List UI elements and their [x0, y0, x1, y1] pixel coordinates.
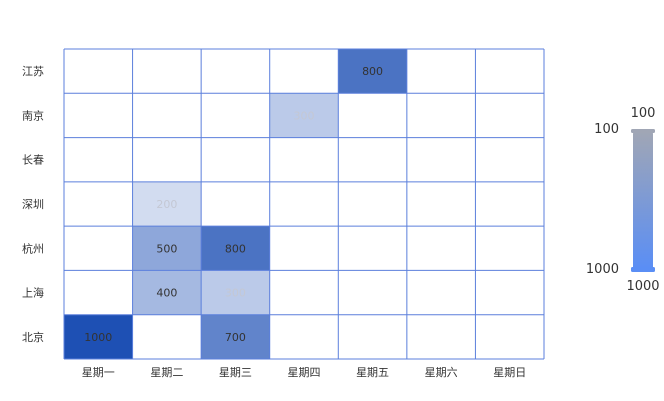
visual-map-bar[interactable] — [633, 132, 653, 269]
heatmap-cell-label: 800 — [362, 65, 383, 78]
heatmap-cell-label: 300 — [294, 109, 315, 122]
heatmap-cell-星期三-上海[interactable] — [201, 270, 270, 315]
y-axis-label: 江苏 — [22, 65, 44, 78]
visual-map-min-label: 100 — [594, 122, 619, 137]
heatmap-cell-星期二-上海[interactable] — [132, 270, 202, 315]
heatmap-cell-label: 1000 — [84, 331, 112, 344]
heatmap-cell-星期五-江苏[interactable] — [338, 49, 407, 94]
x-axis-label: 星期三 — [219, 366, 252, 379]
x-axis-label: 星期一 — [82, 366, 115, 379]
heatmap-cell-label: 400 — [156, 287, 177, 300]
heatmap-cell-星期三-北京[interactable] — [201, 314, 270, 359]
y-axis-label: 杭州 — [22, 241, 44, 255]
x-axis-label: 星期六 — [425, 366, 458, 379]
heatmap-cell-label: 200 — [156, 198, 177, 211]
x-axis-label: 星期日 — [493, 366, 526, 379]
heatmap-cell-label: 800 — [225, 242, 246, 255]
visual-map[interactable]: 100 1000 100 1000 — [586, 106, 660, 294]
heatmap-cell-星期三-杭州[interactable] — [201, 226, 270, 271]
heatmap-cells: 1000 700 400 300 500 800 200 300 800 — [64, 49, 407, 359]
y-axis-label: 长春 — [22, 154, 44, 167]
heatmap-grid — [63, 48, 545, 360]
y-axis-label: 深圳 — [22, 198, 44, 211]
heatmap-cell-星期二-深圳[interactable] — [132, 181, 202, 227]
x-axis-label: 星期四 — [288, 366, 321, 379]
visual-map-top-handle-label: 100 — [631, 106, 656, 121]
visual-map-bottom-handle[interactable] — [631, 267, 655, 272]
visual-map-bottom-handle-label: 1000 — [626, 279, 659, 294]
heatmap-cell-星期二-杭州[interactable] — [132, 226, 202, 271]
heatmap-cell-星期一-北京[interactable] — [64, 314, 133, 359]
x-axis-label: 星期二 — [150, 366, 183, 379]
heatmap-cell-label: 700 — [225, 331, 246, 344]
x-axis-labels: 星期一 星期二 星期三 星期四 星期五 星期六 星期日 — [82, 366, 526, 379]
y-axis-labels: 北京 上海 杭州 深圳 长春 南京 江苏 — [22, 65, 44, 344]
x-axis-label: 星期五 — [356, 366, 389, 379]
heatmap-cell-星期四-南京[interactable] — [269, 93, 339, 138]
visual-map-max-label: 1000 — [586, 262, 619, 277]
y-axis-label: 上海 — [22, 286, 44, 300]
y-axis-label: 北京 — [22, 330, 44, 344]
visual-map-top-handle[interactable] — [631, 129, 655, 133]
heatmap-cell-label: 300 — [225, 287, 246, 300]
heatmap-cell-label: 500 — [156, 242, 177, 255]
y-axis-label: 南京 — [22, 108, 44, 122]
